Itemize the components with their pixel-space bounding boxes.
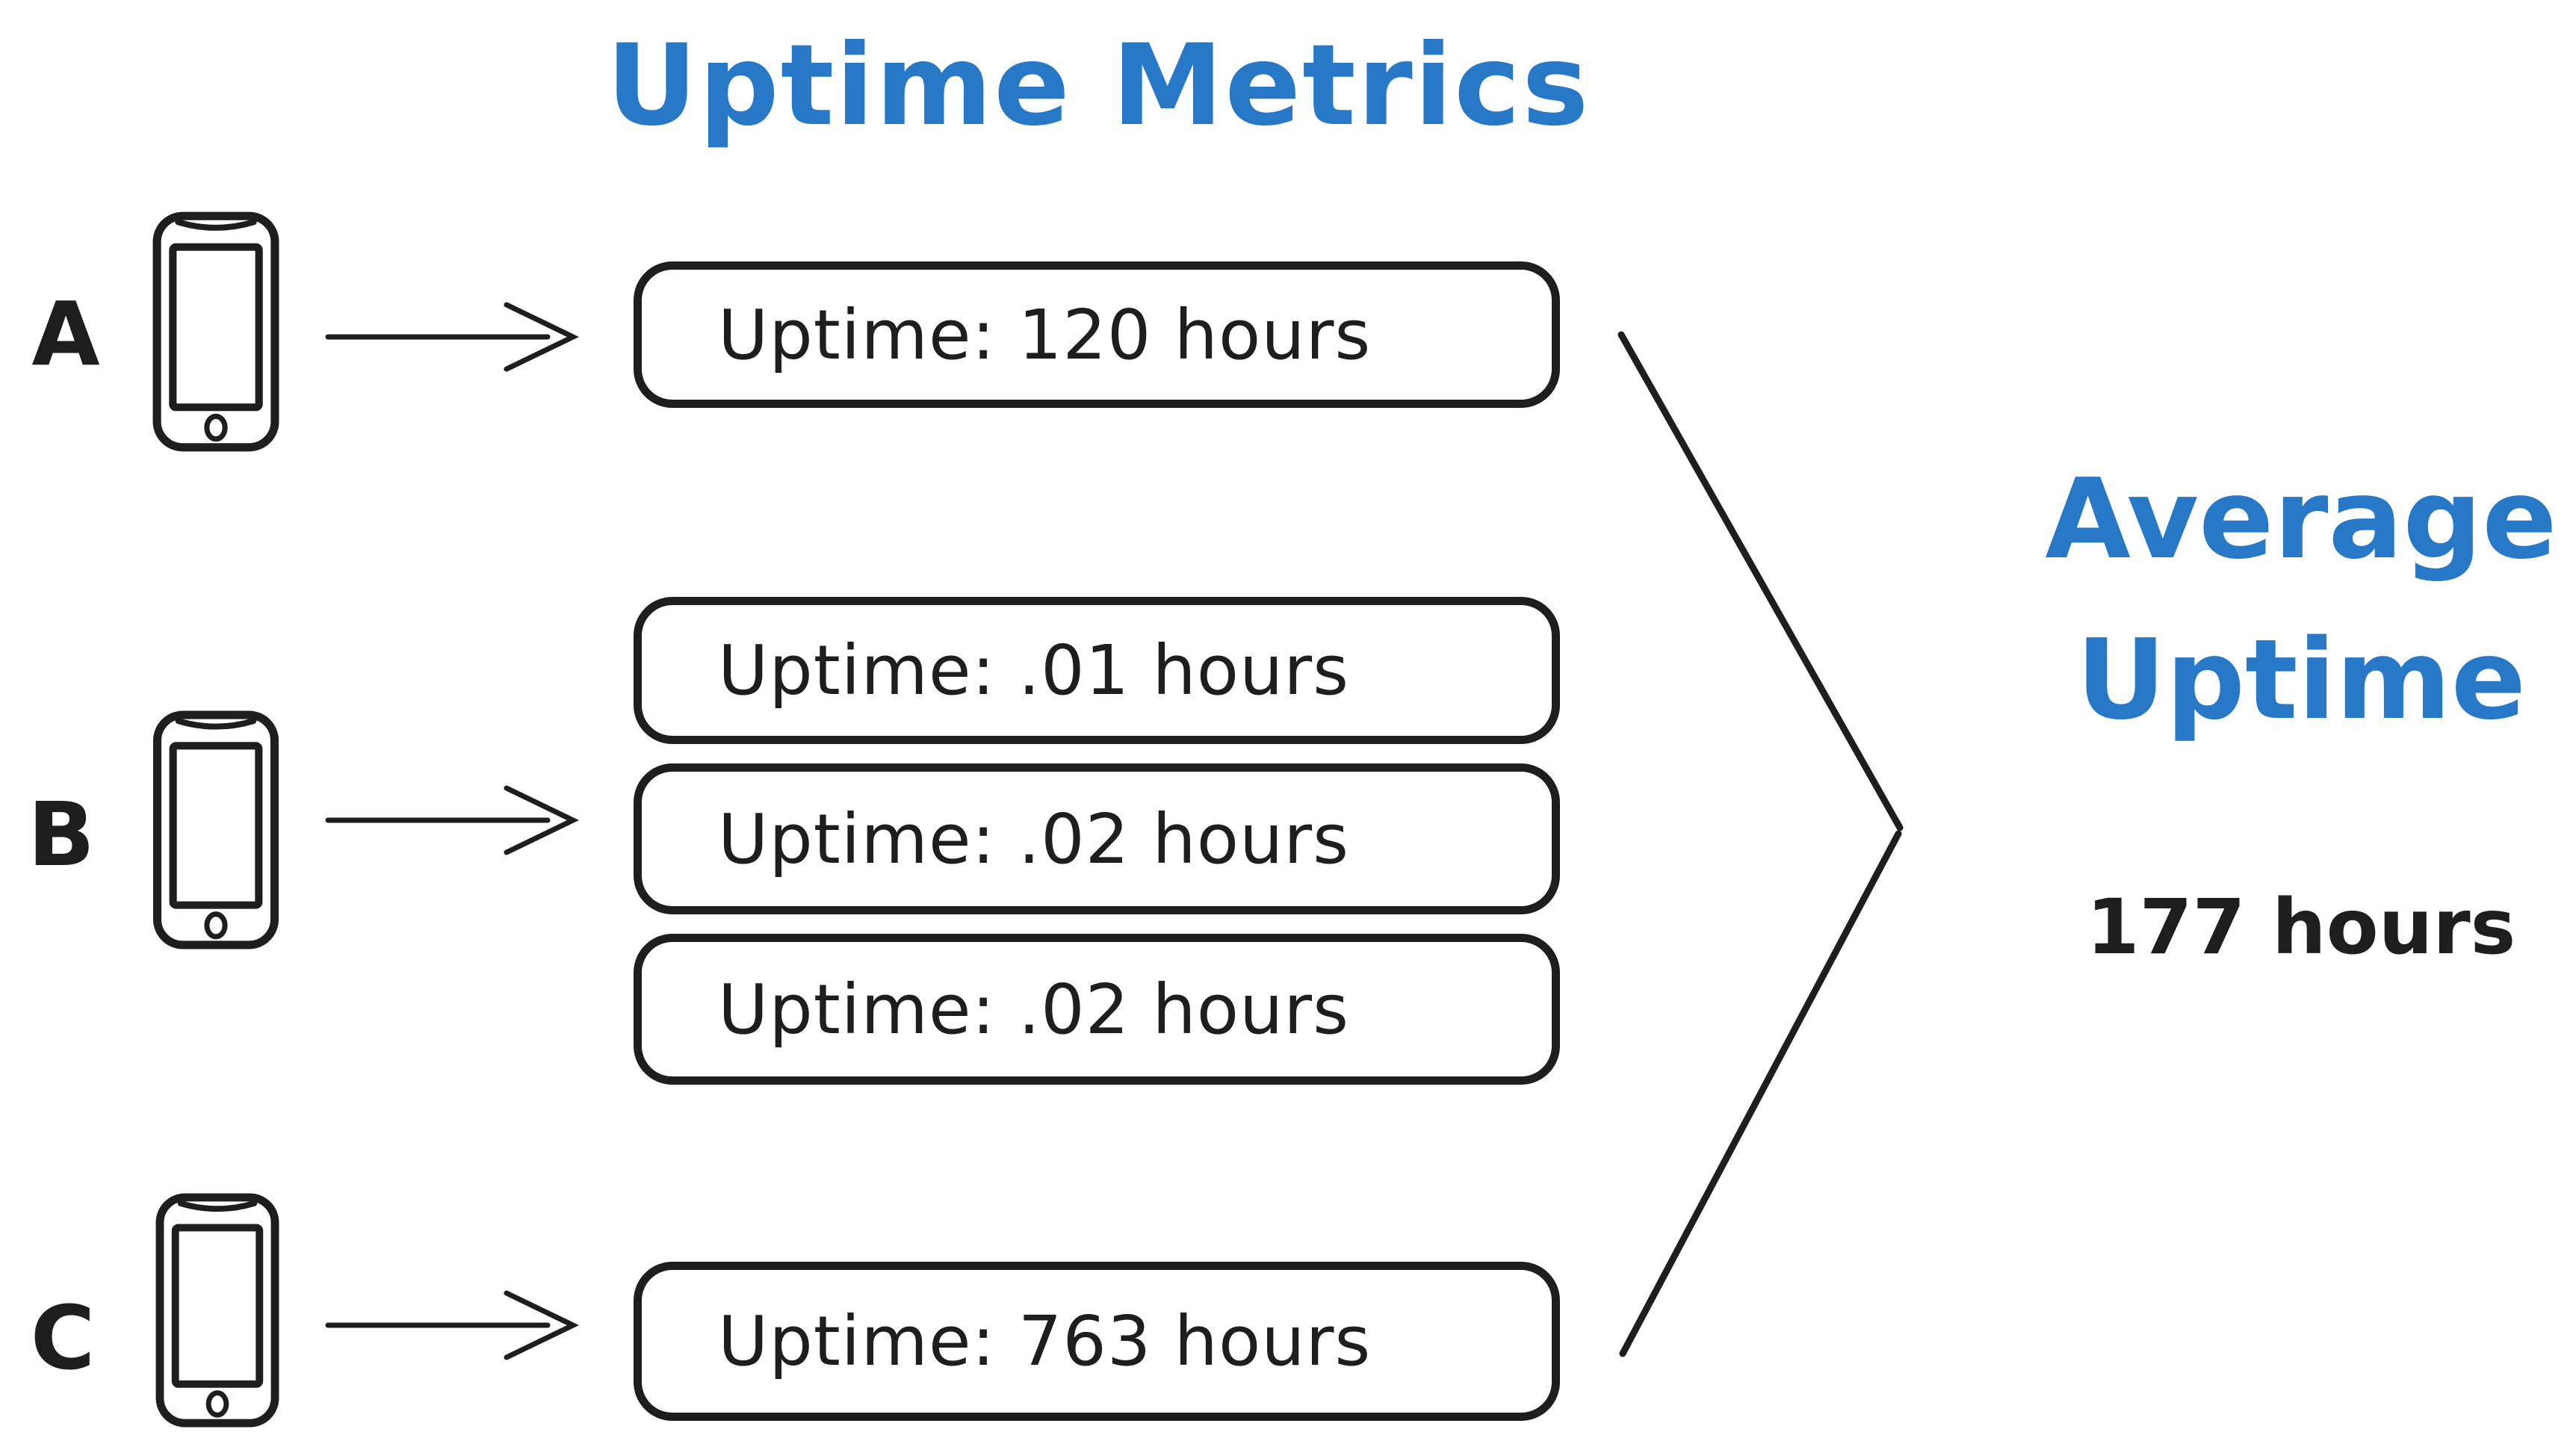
uptime-box: Uptime: .01 hours: [634, 597, 1560, 744]
merge-chevron-icon: [1617, 331, 1904, 1357]
uptime-box: Uptime: 120 hours: [634, 261, 1560, 408]
arrow-right-icon: [325, 302, 579, 372]
uptime-box: Uptime: .02 hours: [634, 763, 1560, 914]
uptime-box-text: Uptime: .02 hours: [718, 799, 1350, 879]
average-uptime-heading: Average Uptime: [2045, 455, 2557, 744]
phone-icon: [152, 710, 279, 949]
uptime-box-text: Uptime: .01 hours: [718, 630, 1350, 710]
phone-icon: [155, 1193, 279, 1428]
uptime-box-text: Uptime: 763 hours: [718, 1301, 1372, 1381]
arrow-right-icon: [325, 785, 579, 855]
device-b-label: B: [28, 783, 95, 886]
device-c-label: C: [30, 1286, 96, 1389]
average-uptime-value: 177 hours: [2086, 883, 2516, 972]
uptime-box-text: Uptime: .02 hours: [718, 969, 1350, 1050]
arrow-right-icon: [325, 1290, 579, 1360]
diagram-title: Uptime Metrics: [606, 21, 1591, 151]
device-a-label: A: [31, 282, 100, 385]
phone-icon: [152, 211, 279, 452]
uptime-box: Uptime: 763 hours: [634, 1262, 1560, 1421]
uptime-box: Uptime: .02 hours: [634, 934, 1560, 1085]
uptime-box-text: Uptime: 120 hours: [718, 294, 1372, 375]
